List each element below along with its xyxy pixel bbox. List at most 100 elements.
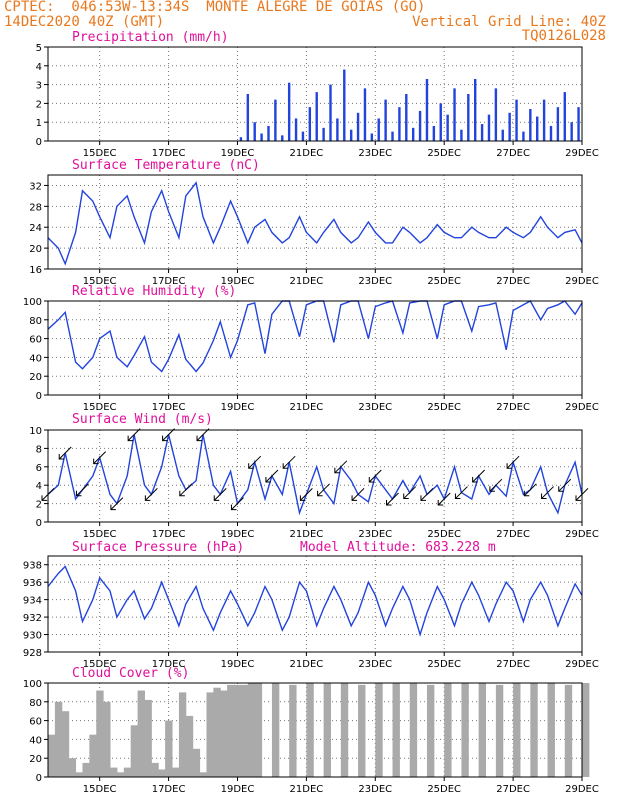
cloud-bar bbox=[61, 711, 70, 777]
x-tick-label: 23DEC bbox=[358, 148, 392, 159]
cloud-bar bbox=[306, 683, 314, 777]
wind-arrowhead bbox=[58, 454, 65, 460]
x-tick-label: 15DEC bbox=[83, 148, 117, 159]
precip-bar bbox=[494, 88, 498, 141]
cloud-bar bbox=[547, 683, 555, 777]
y-tick-label: 6 bbox=[36, 463, 42, 474]
wind-arrow bbox=[334, 460, 348, 474]
panel-frame bbox=[47, 555, 583, 653]
wind-arrow bbox=[93, 451, 107, 464]
precip-bar bbox=[460, 129, 463, 141]
panel-temperature: 16 20 24 28 32 15DEC 17DEC 19DEC 21DEC 23DEC 25DEC… bbox=[29, 158, 599, 287]
x-tick-label: 29DEC bbox=[565, 529, 599, 540]
x-tick-label: 17DEC bbox=[152, 659, 186, 670]
panel-wind: 0 2 4 6 8 10 15DEC 17DEC 19DEC 21DEC 23DEC 25DEC 27D… bbox=[29, 412, 599, 540]
wind-arrow bbox=[265, 469, 279, 483]
x-tick-label: 27DEC bbox=[496, 276, 530, 287]
x-tick-label: 17DEC bbox=[152, 784, 186, 795]
x-tick-label: 23DEC bbox=[358, 276, 392, 287]
y-tick-label: 0 bbox=[36, 137, 42, 148]
cloud-bar bbox=[185, 715, 194, 777]
wind-arrowhead bbox=[558, 486, 564, 492]
y-tick-label: 0 bbox=[36, 518, 42, 529]
cloud-bar bbox=[54, 701, 63, 777]
y-tick-label: 0 bbox=[36, 773, 42, 784]
x-tick-label: 29DEC bbox=[565, 659, 599, 670]
wind-arrow bbox=[127, 428, 141, 441]
header-run-date: 14DEC2020 40Z (GMT) bbox=[4, 14, 165, 30]
cloud-bar bbox=[123, 767, 132, 777]
x-tick-label: 25DEC bbox=[427, 529, 461, 540]
precip-bar bbox=[556, 107, 560, 141]
precip-bar bbox=[343, 69, 346, 141]
precip-bar bbox=[425, 78, 429, 141]
wind-arrowhead bbox=[334, 467, 340, 474]
precip-bar bbox=[308, 107, 312, 141]
precip-bar bbox=[260, 133, 263, 141]
cloud-bar bbox=[227, 684, 235, 777]
precip-bar bbox=[439, 103, 442, 141]
panel-subtitle: Model Altitude: 683.228 m bbox=[300, 540, 496, 555]
series-line-pressure bbox=[47, 565, 583, 637]
x-tick-label: 23DEC bbox=[358, 659, 392, 670]
wind-arrowhead bbox=[213, 495, 220, 501]
panel-pressure: 928 930 932 934 936 938 15DEC 17DEC 19DEC 21DEC 23… bbox=[23, 540, 599, 670]
panel-title: Surface Temperature (nC) bbox=[72, 158, 260, 173]
precip-bar bbox=[322, 127, 325, 141]
precip-bar bbox=[301, 131, 305, 141]
x-tick-label: 19DEC bbox=[221, 529, 255, 540]
panel-frame bbox=[47, 300, 583, 396]
wind-arrow bbox=[179, 483, 193, 497]
cloud-bar bbox=[68, 758, 77, 777]
wind-arrowhead bbox=[127, 435, 134, 442]
x-tick-label: 21DEC bbox=[290, 529, 324, 540]
wind-arrow bbox=[196, 428, 210, 441]
cloud-bar bbox=[392, 683, 400, 777]
y-tick-label: 3 bbox=[36, 81, 42, 92]
y-tick-label: 934 bbox=[23, 596, 42, 607]
wind-arrowhead bbox=[351, 495, 358, 501]
cloud-bar bbox=[130, 725, 139, 777]
precip-bar bbox=[570, 122, 573, 141]
panel-title: Precipitation (mm/h) bbox=[72, 30, 229, 45]
y-tick-label: 2 bbox=[36, 500, 42, 511]
cloud-bar bbox=[444, 683, 452, 777]
x-tick-label: 17DEC bbox=[152, 148, 186, 159]
x-tick-label: 29DEC bbox=[565, 784, 599, 795]
y-tick-label: 10 bbox=[29, 426, 42, 437]
wind-arrow bbox=[455, 486, 468, 499]
y-tick-label: 20 bbox=[29, 244, 42, 255]
wind-arrow bbox=[558, 478, 572, 492]
x-tick-label: 25DEC bbox=[427, 659, 461, 670]
x-tick-label: 15DEC bbox=[83, 529, 117, 540]
y-tick-label: 2 bbox=[36, 99, 42, 110]
cloud-bar bbox=[495, 684, 504, 777]
y-tick-label: 936 bbox=[23, 578, 42, 589]
panel-frame bbox=[47, 46, 583, 142]
precip-bar bbox=[294, 118, 298, 141]
cloud-bar bbox=[409, 683, 418, 777]
x-tick-label: 19DEC bbox=[221, 784, 255, 795]
y-tick-label: 20 bbox=[29, 372, 42, 383]
y-tick-label: 60 bbox=[29, 717, 42, 728]
precip-bar bbox=[253, 122, 256, 141]
wind-arrow bbox=[162, 428, 175, 441]
cloud-bar bbox=[206, 692, 214, 777]
x-tick-label: 23DEC bbox=[358, 529, 392, 540]
cloud-bar bbox=[192, 748, 201, 777]
y-tick-label: 80 bbox=[29, 698, 42, 709]
cloud-bar bbox=[271, 683, 280, 777]
x-tick-label: 15DEC bbox=[83, 276, 117, 287]
header-grid-line: Vertical Grid Line: 40Z bbox=[412, 14, 606, 30]
wind-arrowhead bbox=[523, 490, 530, 497]
wind-arrow bbox=[76, 483, 89, 497]
wind-arrow bbox=[368, 469, 382, 483]
wind-arrow bbox=[541, 486, 554, 499]
precip-bar bbox=[446, 114, 449, 141]
header: CPTEC: 046:53W-13:34S MONTE ALEGRE DE GO… bbox=[0, 0, 618, 45]
cloud-bar bbox=[247, 683, 256, 777]
precip-bar bbox=[549, 125, 553, 141]
y-tick-label: 40 bbox=[29, 353, 42, 364]
precip-bar bbox=[529, 109, 532, 141]
x-tick-label: 29DEC bbox=[565, 402, 599, 413]
